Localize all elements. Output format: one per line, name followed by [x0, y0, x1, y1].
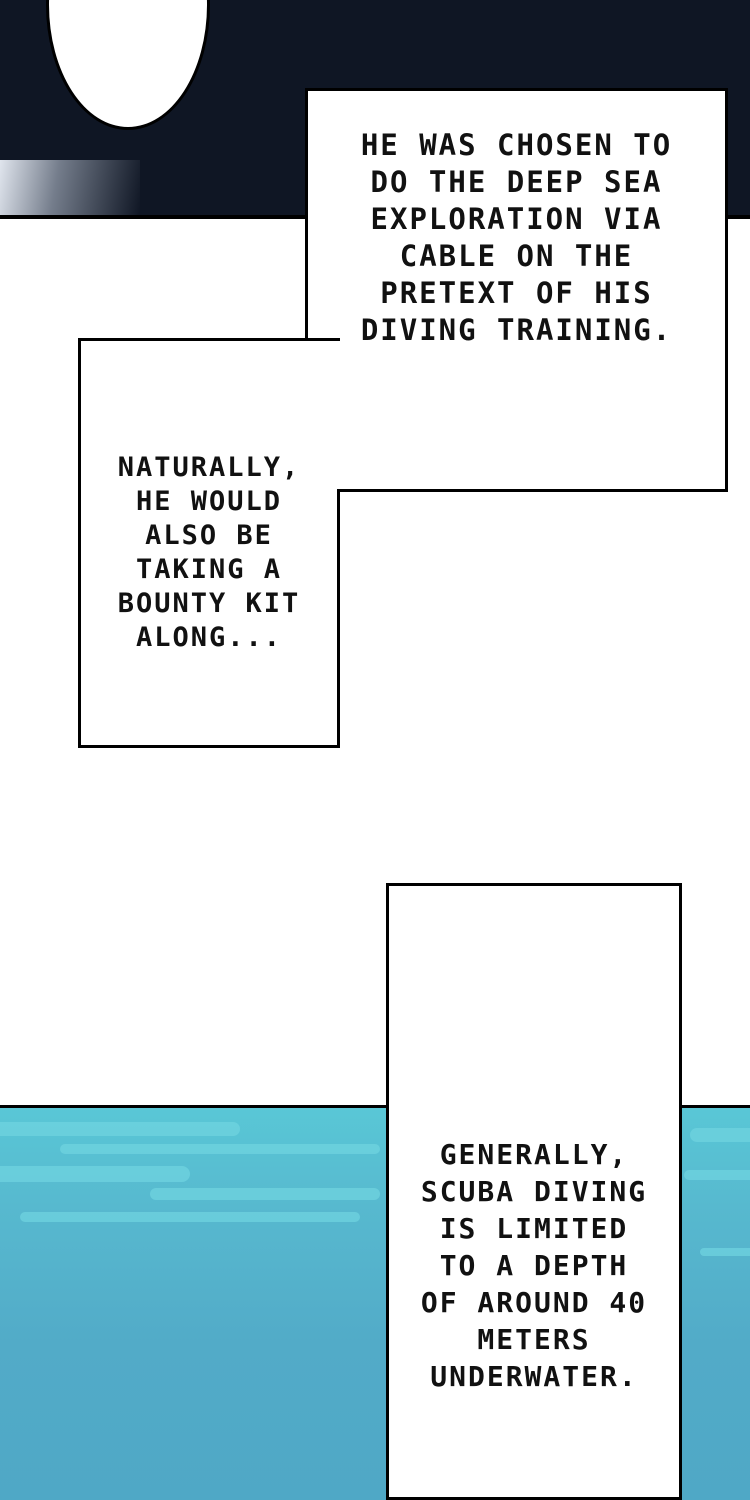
wave-highlight: [20, 1212, 360, 1222]
caption-text: Naturally, he would also be taking a bou…: [117, 452, 301, 653]
caption-box-bounty-kit: Naturally, he would also be taking a bou…: [78, 338, 340, 748]
wave-highlight: [0, 1166, 190, 1182]
wave-highlight: [60, 1144, 380, 1154]
light-glow: [0, 160, 140, 216]
wave-highlight: [150, 1188, 380, 1200]
caption-box-deep-sea: He was chosen to do the deep sea explora…: [305, 88, 728, 492]
wave-highlight: [700, 1248, 750, 1256]
caption-text: He was chosen to do the deep sea explora…: [360, 128, 673, 347]
wave-highlight: [0, 1122, 240, 1136]
moon-shape: [46, 0, 210, 130]
wave-highlight: [684, 1170, 750, 1180]
caption-box-scuba: Generally, scuba diving is limited to a …: [386, 883, 682, 1500]
wave-highlight: [690, 1128, 750, 1142]
caption-join: [308, 341, 340, 489]
panel-border-sea: [0, 1105, 750, 1109]
caption-text: Generally, scuba diving is limited to a …: [420, 1138, 648, 1393]
